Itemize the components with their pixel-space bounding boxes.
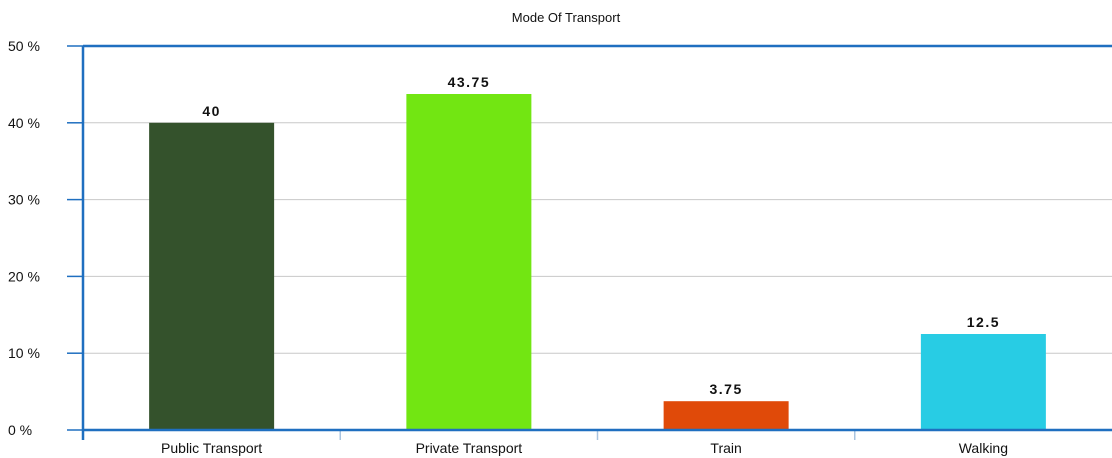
x-tick-label: Train xyxy=(710,440,741,456)
axes xyxy=(67,44,1112,440)
y-tick-label: 30 % xyxy=(8,192,40,208)
bar xyxy=(663,401,789,430)
y-tick-label: 40 % xyxy=(8,115,40,131)
x-tick-label: Public Transport xyxy=(161,440,262,456)
bar xyxy=(920,334,1046,430)
chart-title: Mode Of Transport xyxy=(512,10,621,25)
data-label: 3.75 xyxy=(710,381,743,397)
x-tick-label: Walking xyxy=(959,440,1008,456)
bars xyxy=(149,94,1046,431)
y-tick-label: 50 % xyxy=(8,38,40,54)
bar xyxy=(406,94,532,430)
y-tick-label: 10 % xyxy=(8,345,40,361)
y-tick-label: 0 % xyxy=(8,422,32,438)
data-label: 12.5 xyxy=(967,314,1000,330)
bar xyxy=(149,122,275,431)
y-tick-label: 20 % xyxy=(8,268,40,284)
data-label: 43.75 xyxy=(448,74,491,90)
labels: 0 % 10 % 20 % 30 % 40 % 50 % 40 Public Transpor… xyxy=(8,38,1008,456)
x-tick-label: Private Transport xyxy=(416,440,523,456)
data-label: 40 xyxy=(202,103,221,119)
